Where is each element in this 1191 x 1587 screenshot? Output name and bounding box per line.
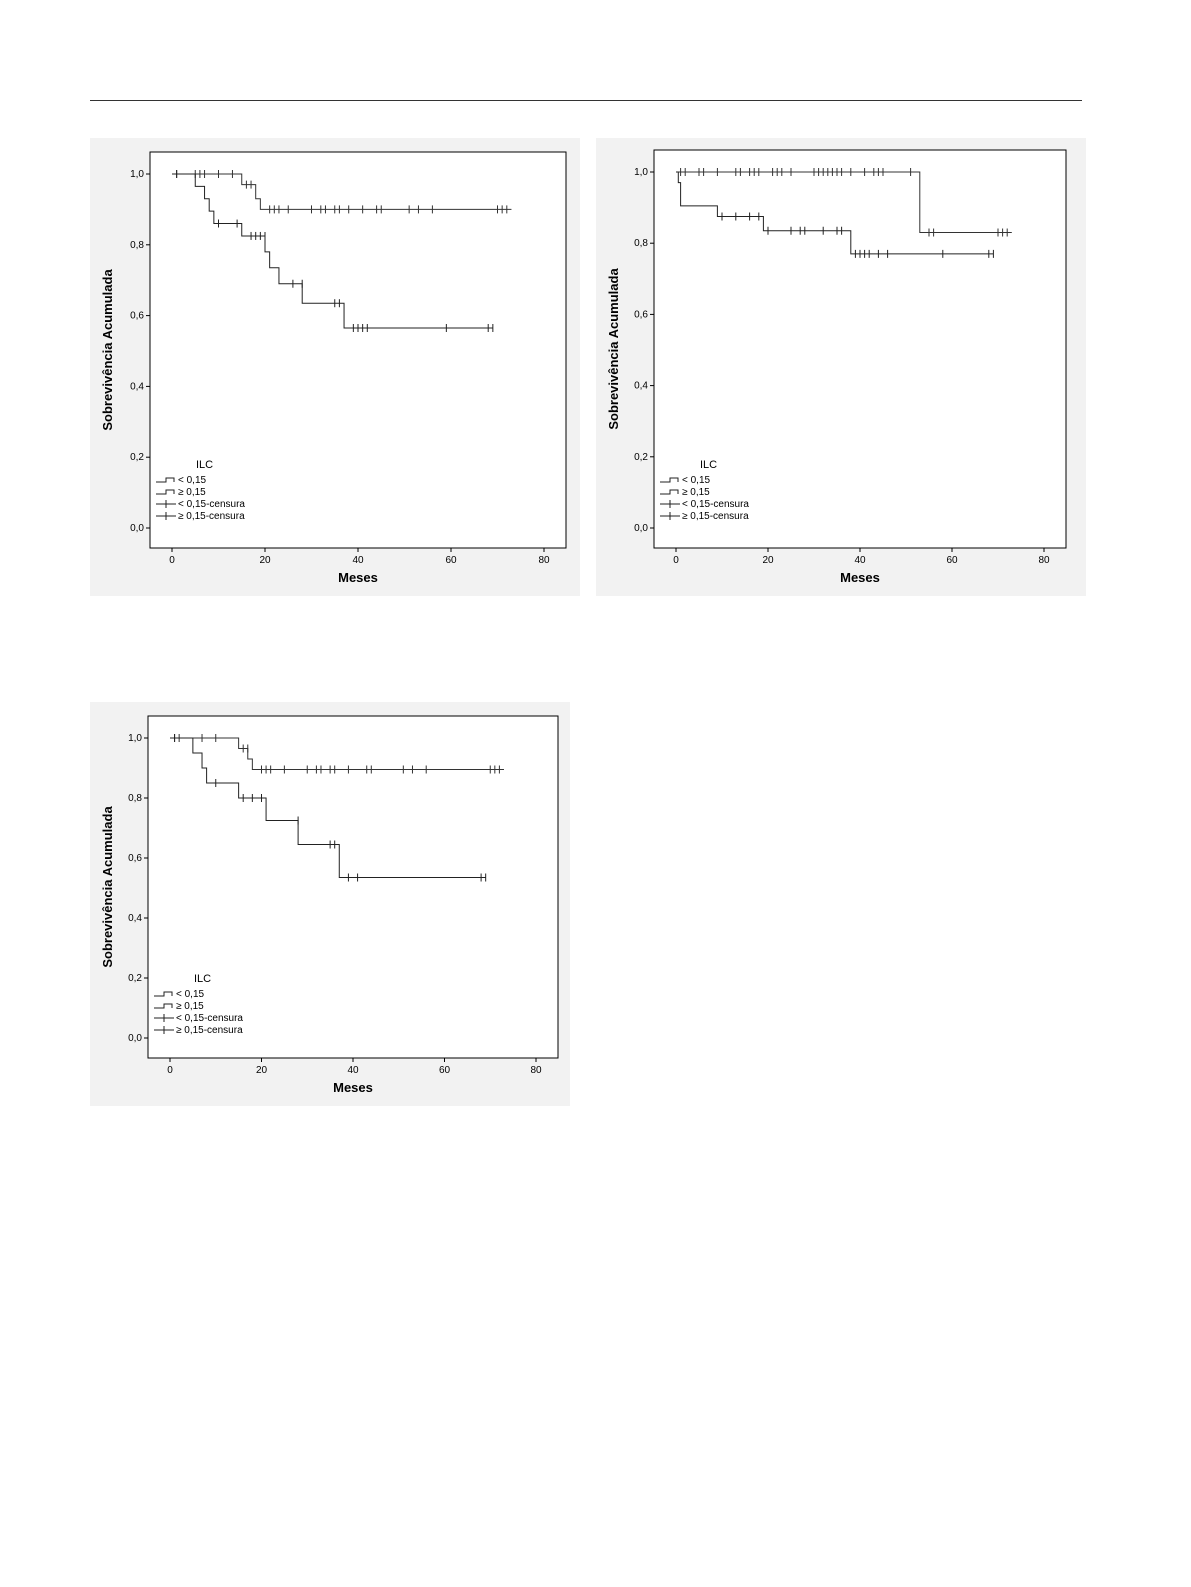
x-tick-label: 40	[854, 555, 866, 566]
y-tick-label: 0,4	[634, 381, 648, 392]
x-tick-label: 0	[169, 555, 175, 566]
survival-chart-2: 0,0 0,2 0,4 0,6 0,8 1,0 0 20 40 60 80 Meses Sobreviv…	[596, 138, 1086, 596]
legend-symbol	[154, 991, 173, 997]
y-tick-label: 0,0	[634, 523, 648, 534]
legend-entry: ≥ 0,15	[682, 487, 710, 498]
legend-symbol	[660, 477, 679, 483]
plot-frame	[149, 151, 567, 549]
x-tick-label: 60	[439, 1065, 451, 1076]
x-tick-label: 80	[1038, 555, 1050, 566]
y-tick-label: 0,0	[130, 523, 144, 534]
legend-entry: < 0,15	[682, 475, 711, 486]
x-tick-label: 60	[946, 555, 958, 566]
survival-chart-3: 0,0 0,2 0,4 0,6 0,8 1,0 0 20 40 60 80 Meses Sobreviv…	[90, 702, 570, 1106]
y-tick-label: 1,0	[128, 733, 142, 744]
x-tick-label: 0	[167, 1065, 173, 1076]
legend-entry: ≥ 0,15-censura	[682, 511, 749, 522]
y-tick-label: 0,8	[128, 793, 142, 804]
chart-svg: 0,0 0,2 0,4 0,6 0,8 1,0 0 20 40 60 80 Meses Sobreviv…	[100, 151, 567, 585]
legend-symbol	[660, 489, 679, 495]
y-tick-label: 0,2	[130, 452, 144, 463]
legend-entry: ≥ 0,15-censura	[178, 511, 245, 522]
series-line-0	[170, 737, 504, 770]
legend-title: ILC	[700, 459, 717, 471]
y-tick-label: 0,4	[130, 381, 144, 392]
x-tick-label: 60	[445, 555, 457, 566]
x-axis-title: Meses	[840, 570, 880, 585]
chart-svg: 0,0 0,2 0,4 0,6 0,8 1,0 0 20 40 60 80 Meses Sobreviv…	[606, 149, 1067, 585]
y-tick-label: 0,8	[130, 240, 144, 251]
legend-symbol	[156, 489, 175, 495]
series-line-1	[172, 173, 493, 329]
x-tick-label: 40	[352, 555, 364, 566]
legend-symbol	[154, 1014, 174, 1022]
series-line-1	[676, 171, 994, 255]
legend-symbol	[660, 512, 680, 520]
survival-chart-1: 0,0 0,2 0,4 0,6 0,8 1,0 0 20 40 60 80 Meses Sobreviv…	[90, 138, 580, 596]
x-axis-title: Meses	[338, 570, 378, 585]
chart-svg: 0,0 0,2 0,4 0,6 0,8 1,0 0 20 40 60 80 Meses Sobreviv…	[100, 715, 559, 1095]
legend-entry: < 0,15	[176, 989, 205, 1000]
y-axis-title: Sobrevivência Acumulada	[100, 806, 115, 968]
legend-symbol	[154, 1026, 174, 1034]
legend-entry: < 0,15	[178, 475, 207, 486]
y-tick-label: 0,8	[634, 238, 648, 249]
series-line-1	[170, 737, 486, 878]
y-tick-label: 0,4	[128, 913, 142, 924]
legend-title: ILC	[194, 973, 211, 985]
y-tick-label: 0,6	[130, 311, 144, 322]
legend-symbol	[156, 500, 176, 508]
y-tick-label: 0,2	[634, 452, 648, 463]
legend-entry: ≥ 0,15	[178, 487, 206, 498]
legend-title: ILC	[196, 459, 213, 471]
legend-symbol	[660, 500, 680, 508]
series-line-0	[172, 173, 512, 210]
x-tick-label: 80	[538, 555, 550, 566]
x-tick-label: 80	[530, 1065, 542, 1076]
y-tick-label: 0,6	[634, 309, 648, 320]
x-axis-title: Meses	[333, 1080, 373, 1095]
y-axis-title: Sobrevivência Acumulada	[606, 268, 621, 430]
legend-entry: < 0,15-censura	[178, 499, 245, 510]
y-tick-label: 0,2	[128, 973, 142, 984]
x-tick-label: 20	[256, 1065, 268, 1076]
x-tick-label: 0	[673, 555, 679, 566]
legend-symbol	[156, 512, 176, 520]
x-tick-label: 20	[762, 555, 774, 566]
plot-frame	[653, 149, 1067, 549]
legend-entry: < 0,15-censura	[176, 1013, 243, 1024]
series-line-0	[676, 171, 1012, 234]
y-tick-label: 1,0	[634, 167, 648, 178]
page-header-rule	[90, 100, 1082, 101]
y-tick-label: 0,6	[128, 853, 142, 864]
y-axis-title: Sobrevivência Acumulada	[100, 269, 115, 431]
legend-symbol	[156, 477, 175, 483]
legend-entry: ≥ 0,15-censura	[176, 1025, 243, 1036]
legend-symbol	[154, 1003, 173, 1009]
x-tick-label: 20	[259, 555, 271, 566]
legend-entry: ≥ 0,15	[176, 1001, 204, 1012]
y-tick-label: 0,0	[128, 1033, 142, 1044]
x-tick-label: 40	[347, 1065, 359, 1076]
y-tick-label: 1,0	[130, 169, 144, 180]
plot-frame	[147, 715, 559, 1059]
legend-entry: < 0,15-censura	[682, 499, 749, 510]
